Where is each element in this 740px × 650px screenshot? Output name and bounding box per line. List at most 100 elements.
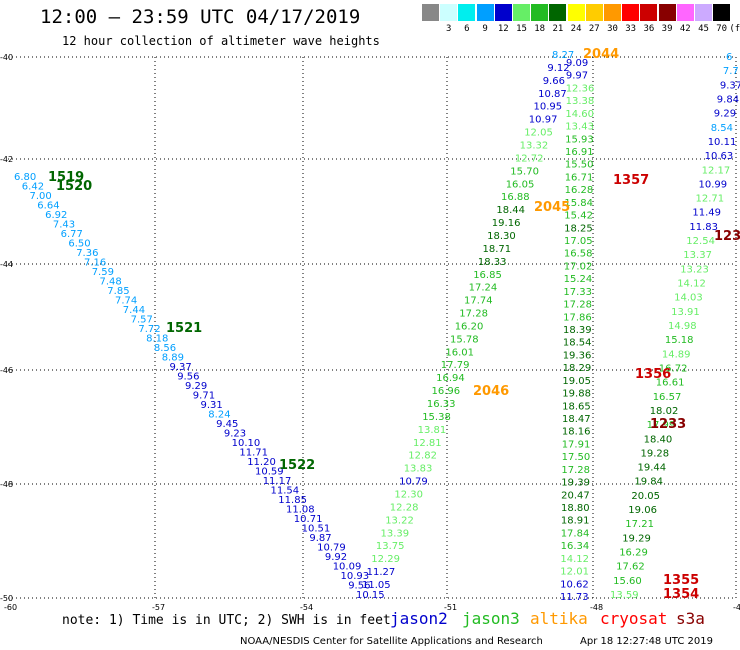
swh-value: 12.82 (408, 451, 437, 462)
swh-value: 11.05 (362, 580, 391, 591)
swh-value: 19.44 (638, 463, 667, 474)
swh-value: 10.63 (705, 151, 734, 162)
swh-value: 18.40 (644, 434, 673, 445)
swh-value: 15.70 (510, 166, 539, 177)
swh-value: 16.20 (455, 322, 484, 333)
legend-swatch (585, 4, 603, 21)
legend-label: 70 (716, 24, 728, 34)
legend-label: 9 (482, 24, 488, 34)
swh-value: 15.84 (564, 198, 593, 209)
swh-value: 13.37 (683, 250, 712, 261)
swh-value: 11.17 (263, 476, 292, 487)
legend-label: 21 (552, 24, 564, 34)
lat-tick-label: -44 (0, 260, 13, 269)
page-subtitle: 12 hour collection of altimeter wave hei… (62, 34, 380, 48)
swh-value: 16.85 (473, 270, 502, 281)
legend-label: 3 (445, 24, 452, 34)
swh-value: 11.20 (247, 457, 276, 468)
swh-value: 15.42 (564, 211, 593, 222)
swh-value: 17.79 (441, 360, 470, 371)
map-grid (8, 56, 737, 599)
swh-value: 6 (726, 52, 732, 63)
lat-tick-label: -50 (0, 594, 13, 603)
swh-value: 13.23 (680, 264, 709, 275)
swh-value: 17.84 (561, 528, 590, 539)
legend-swatch (422, 4, 439, 21)
swh-value: 11.49 (692, 208, 721, 219)
footer-credit: NOAA/NESDIS Center for Satellite Applica… (240, 636, 543, 647)
legend-swatch (658, 4, 676, 21)
legend-unit: (ft) (729, 24, 740, 34)
legend-label: 39 (661, 24, 673, 34)
swh-value: 19.05 (562, 376, 591, 387)
swh-value: 12.72 (515, 153, 544, 164)
lat-tick-label: -48 (0, 480, 13, 489)
swh-value: 16.91 (565, 147, 594, 158)
swh-value: 12.17 (702, 165, 731, 176)
swh-value: 12.81 (413, 438, 442, 449)
swh-value: 9.87 (309, 533, 331, 544)
swh-value: 10.51 (302, 524, 331, 535)
swh-value: 18.91 (561, 516, 590, 527)
sat-name-s3a: s3a (676, 609, 705, 628)
legend-label: 36 (643, 24, 655, 34)
swh-value: 9.66 (543, 76, 565, 87)
time-label: 2046 (473, 384, 509, 399)
swh-value: 19.84 (634, 477, 663, 488)
legend-label: 24 (570, 24, 582, 34)
swh-value: 16.72 (659, 364, 688, 375)
swh-value: 18.33 (478, 257, 507, 268)
legend-label: 18 (534, 24, 546, 34)
swh-value: 15.38 (422, 412, 451, 423)
time-label: 1355 (663, 573, 699, 588)
swh-value: 7.43 (53, 220, 75, 231)
swh-value: 10.11 (708, 137, 737, 148)
swh-value: 9.71 (193, 391, 215, 402)
swh-value: 10.62 (560, 579, 589, 590)
swh-value: 16.71 (565, 172, 594, 183)
note-line: note: 1) Time is in UTC; 2) SWH is in fe… (0, 609, 740, 631)
legend-swatch (695, 4, 712, 21)
swh-value: 12.54 (686, 236, 715, 247)
swh-value: 9.31 (201, 400, 223, 411)
legend-swatch (676, 4, 694, 21)
swh-value: 19.28 (641, 448, 670, 459)
swh-value: 9.37 (170, 362, 192, 373)
note-text: note: 1) Time is in UTC; 2) SWH is in fe… (62, 613, 391, 628)
swh-value: 15.60 (613, 576, 642, 587)
time-label: 1521 (166, 321, 202, 336)
swh-value: 17.91 (562, 439, 591, 450)
swh-value: 18.29 (563, 363, 592, 374)
swh-value: 7.59 (92, 267, 114, 278)
swh-value: 8.24 (208, 410, 230, 421)
swh-value: 13.43 (565, 122, 594, 133)
legend-swatch (494, 4, 512, 21)
legend-swatch (567, 4, 585, 21)
swh-value: 7.57 (131, 315, 153, 326)
swh-value: 15.78 (450, 334, 479, 345)
time-label: 1354 (663, 587, 699, 602)
swh-value: 10.09 (333, 562, 362, 573)
swh-value: 15.24 (564, 274, 593, 285)
swh-value: 17.02 (564, 261, 593, 272)
swh-value: 18.44 (496, 205, 525, 216)
swh-value: 17.28 (459, 309, 488, 320)
swh-value: 10.95 (534, 102, 563, 113)
time-label: 1520 (56, 179, 92, 194)
satellite-tracks: 6.806.427.006.646.927.436.776.507.367.16… (14, 50, 740, 603)
swh-value: 13.22 (385, 515, 414, 526)
sat-name-cryosat: cryosat (600, 609, 668, 628)
swh-value: 17.99 (647, 420, 676, 431)
swh-value: 7.74 (115, 296, 137, 307)
swh-value: 16.94 (436, 373, 465, 384)
swh-value: 18.39 (563, 325, 592, 336)
swh-value: 7.7 (723, 66, 739, 77)
page-title: 12:00 — 23:59 UTC 04/17/2019 (40, 6, 361, 28)
lon-tick-label: -54 (300, 603, 313, 612)
swh-value: 19.36 (563, 350, 592, 361)
swh-value: 13.75 (376, 541, 405, 552)
swh-value: 17.21 (625, 519, 654, 530)
swh-value: 7.44 (123, 305, 145, 316)
swh-value: 9.84 (717, 95, 739, 106)
